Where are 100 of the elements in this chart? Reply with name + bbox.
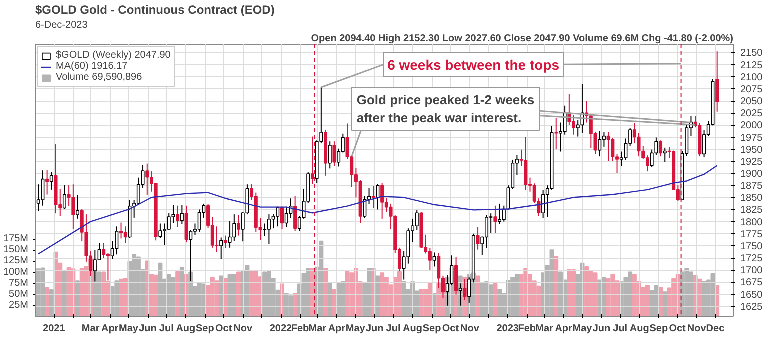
legend-label: $GOLD (Weekly) 2047.90	[56, 50, 171, 61]
candlestick	[415, 210, 419, 232]
bar	[645, 285, 650, 316]
x-tick-label: Jun	[139, 324, 157, 334]
line-series	[38, 165, 718, 255]
chart-title: $GOLD Gold - Continuous Contract (EOD)	[36, 3, 275, 17]
x-tick-label: 2021	[43, 324, 66, 334]
bar	[319, 240, 324, 316]
bar	[45, 287, 50, 316]
y-tick-label: 1975	[740, 132, 764, 144]
y-tick-label: 2125	[740, 60, 764, 72]
candlestick	[498, 203, 502, 225]
bar	[114, 280, 120, 316]
x-tick-label: Mar	[82, 324, 100, 334]
bar	[214, 280, 220, 316]
y-tick-label: 1950	[740, 144, 764, 156]
candlestick	[263, 223, 267, 237]
x-tick-label: Nov	[687, 324, 707, 334]
y-tick-label: 1875	[740, 181, 764, 192]
x-tick-label: 2022	[270, 324, 293, 334]
candlestick	[602, 132, 606, 148]
bar	[584, 266, 590, 316]
bar	[171, 277, 176, 316]
x-tick-label: Sep	[422, 324, 442, 334]
x-tick-label: May	[346, 324, 366, 334]
x-tick-label: Apr	[328, 324, 346, 334]
candlestick	[372, 186, 376, 209]
bar	[40, 268, 46, 316]
candlestick	[432, 252, 436, 268]
bar	[250, 270, 254, 316]
candlestick	[106, 252, 110, 282]
x-tick-label: Jul	[159, 324, 174, 334]
candlestick	[646, 155, 650, 172]
bar	[288, 296, 294, 316]
y-tick-label: 2150	[740, 48, 764, 60]
candlestick	[115, 226, 119, 256]
bar	[293, 293, 298, 316]
bar	[602, 277, 606, 316]
y2-tick-label: 25M	[9, 300, 28, 311]
bar	[702, 282, 707, 316]
candlestick	[494, 205, 498, 234]
bar	[306, 268, 311, 316]
bar	[180, 267, 184, 316]
y-tick-label: 1675	[740, 278, 764, 289]
bar	[76, 280, 80, 316]
annotation: 6 weeks between the tops	[388, 56, 560, 73]
x-tick-label: Sep	[196, 324, 214, 334]
bar	[514, 274, 520, 316]
bar	[176, 271, 180, 316]
candlestick	[428, 248, 432, 271]
candlestick	[167, 212, 171, 232]
x-tick-label: Oct	[215, 324, 233, 334]
x-tick-label: Jul	[613, 324, 628, 334]
candlestick	[228, 220, 232, 248]
candlestick	[76, 194, 80, 220]
y-tick-label: 1900	[740, 168, 764, 180]
y-tick-label: 2050	[740, 96, 764, 108]
x-tick-label: Aug	[403, 324, 423, 334]
candlestick	[46, 170, 50, 196]
x-tick-label: Jun	[366, 324, 384, 334]
bar	[698, 278, 702, 316]
bar	[376, 276, 380, 316]
y2-tick-label: 150M	[3, 244, 28, 256]
candlestick	[237, 214, 240, 236]
candlestick	[716, 51, 720, 112]
y-tick-label: 2000	[740, 120, 764, 132]
bar	[102, 272, 106, 316]
candlestick	[215, 226, 219, 253]
candlestick	[380, 182, 384, 220]
x-tick-label: May	[119, 324, 139, 334]
x-tick-label: Oct	[442, 324, 460, 334]
bar	[480, 283, 485, 316]
y-tick-label: 2075	[740, 84, 764, 96]
candlestick	[284, 206, 288, 228]
bar	[236, 272, 241, 316]
candlestick	[224, 235, 228, 249]
candlestick	[41, 170, 45, 206]
legend-label: MA(60) 1916.17	[56, 61, 128, 72]
x-tick-label: Dec	[706, 324, 726, 334]
candlestick	[158, 223, 162, 239]
candlestick	[180, 204, 184, 225]
candlestick	[637, 132, 641, 158]
x-tick-label: Nov	[460, 324, 480, 334]
candlestick	[363, 196, 367, 219]
bar	[558, 272, 563, 316]
y-tick-label: 1800	[740, 217, 764, 228]
y-tick-label: 1750	[740, 241, 764, 252]
bar	[684, 268, 690, 316]
y-tick-label: 1700	[740, 266, 764, 277]
y2-tick-label: 125M	[3, 256, 28, 267]
candlestick	[232, 214, 236, 242]
y-tick-label: 1825	[740, 205, 764, 216]
x-tick-label: May	[572, 324, 593, 334]
candlestick	[376, 184, 380, 210]
x-tick-label: Feb	[518, 324, 536, 334]
candlestick	[120, 222, 124, 240]
bar	[610, 274, 616, 316]
candlestick	[489, 213, 493, 234]
x-tick-label: Mar	[536, 324, 554, 334]
candlestick	[542, 190, 546, 219]
